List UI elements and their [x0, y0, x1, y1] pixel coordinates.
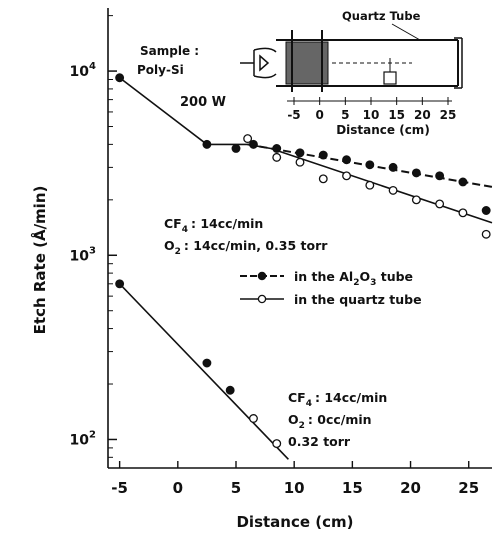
legend: in the Al2O3 tube in the quartz tube [240, 269, 422, 307]
data-point-open [318, 174, 328, 184]
inset-tick-label: 25 [440, 108, 457, 122]
data-point-open [243, 134, 253, 144]
y-tick-label: 103 [70, 245, 96, 264]
data-point-filled [318, 150, 328, 160]
data-point-filled [231, 144, 241, 153]
sample-value: Poly-Si [137, 63, 184, 77]
data-point-filled [295, 148, 305, 158]
legend-label-alumina: in the Al2O3 tube [294, 269, 413, 288]
x-tick-label: 25 [458, 479, 479, 497]
data-point-open [411, 195, 421, 205]
inset-tick-label: 5 [341, 108, 349, 122]
inset-tube-body [276, 39, 459, 87]
inset-title-pointer [391, 23, 421, 41]
data-point-open [272, 439, 282, 449]
inset-tick-label: 0 [315, 108, 323, 122]
power-label: 200 W [180, 95, 226, 110]
data-point-open [272, 152, 282, 162]
data-point-filled [202, 358, 212, 368]
x-tick-label: 15 [342, 479, 363, 497]
data-point-filled [458, 177, 468, 187]
y-axis-label: Etch Rate (Å/min) [30, 186, 49, 335]
data-point-filled [115, 279, 125, 289]
fit-line-solid [119, 77, 493, 224]
x-tick-label: 0 [173, 479, 183, 497]
data-point-filled [115, 73, 125, 83]
upper-conditions-o2: O2: 14cc/min, 0.35 torr [164, 238, 328, 257]
data-point-filled [342, 155, 351, 165]
data-point-filled [365, 160, 375, 170]
sample-label: Sample : [140, 44, 199, 58]
inset-sample-holder [383, 71, 397, 85]
upper-conditions-cf4: CF4: 14cc/min [164, 216, 263, 235]
data-point-filled [202, 139, 212, 149]
reactor-inset: Quartz Tube -5 0 5 10 15 20 25 Distance (cm) [240, 9, 463, 137]
lower-conditions-pressure: 0.32 torr [288, 434, 351, 449]
data-point-filled [481, 206, 491, 215]
legend-marker-quartz [257, 294, 267, 304]
x-tick-label: 5 [231, 479, 241, 497]
data-point-open [342, 171, 351, 181]
inset-x-label: Distance (cm) [336, 123, 430, 137]
inset-tick-label: -5 [287, 108, 300, 122]
data-point-open [458, 208, 468, 218]
data-point-filled [225, 385, 235, 395]
inset-tube-end [454, 37, 463, 89]
data-point-open [295, 157, 305, 167]
inset-title: Quartz Tube [342, 9, 421, 23]
x-tick-label: 20 [400, 479, 421, 497]
data-point-filled [249, 139, 258, 149]
inset-gas-inlet [240, 47, 277, 79]
y-tick-label: 104 [70, 61, 96, 80]
data-point-open [249, 414, 258, 423]
x-tick-label: 10 [284, 479, 305, 497]
data-point-filled [435, 171, 445, 181]
legend-label-quartz: in the quartz tube [294, 292, 422, 307]
x-axis-label: Distance (cm) [236, 513, 353, 531]
data-point-open [365, 180, 375, 190]
legend-marker-alumina [257, 271, 267, 281]
data-point-open [481, 229, 491, 239]
data-points [115, 73, 491, 449]
data-point-open [435, 199, 445, 209]
axes: -5 0 5 10 15 20 25 102 103 104 [70, 8, 492, 497]
data-point-filled [411, 168, 421, 178]
lower-conditions-cf4: CF4: 14cc/min [288, 390, 387, 409]
data-point-filled [272, 144, 282, 153]
inset-tick-label: 15 [388, 108, 405, 122]
fit-line-solid [119, 283, 289, 460]
lower-conditions-o2: O2: 0cc/min [288, 412, 372, 431]
data-point-filled [388, 162, 398, 172]
inset-tick-label: 10 [363, 108, 380, 122]
inset-tick-label: 20 [414, 108, 431, 122]
x-tick-label: -5 [111, 479, 128, 497]
data-point-open [388, 185, 398, 195]
y-tick-label: 102 [70, 429, 96, 448]
